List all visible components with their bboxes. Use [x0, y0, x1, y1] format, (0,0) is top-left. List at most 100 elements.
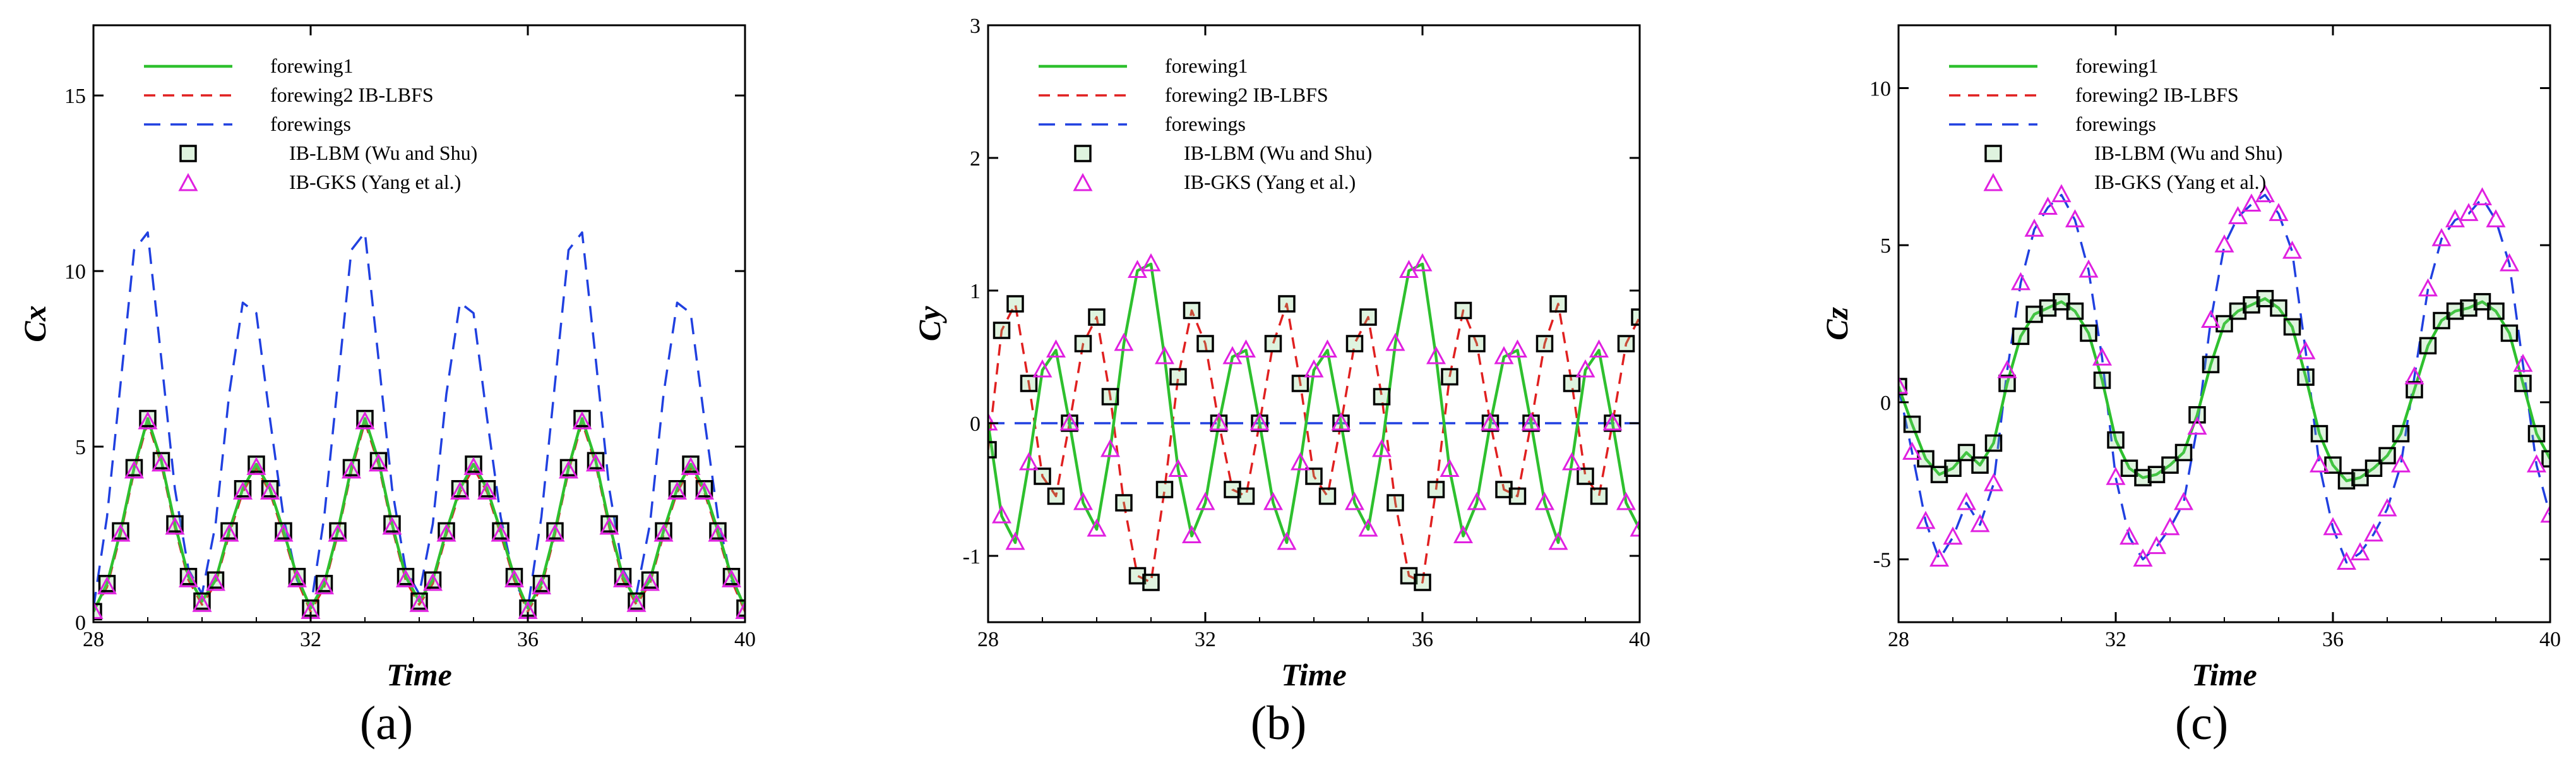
data-point-ib-gks: [1453, 525, 1474, 543]
data-point-ib-gks: [1344, 491, 1365, 510]
data-point-ib-lbm: [1984, 434, 2003, 452]
data-point-ib-gks: [531, 576, 552, 594]
data-point-ib-gks: [97, 576, 117, 594]
data-point-ib-lbm: [1944, 459, 1962, 478]
data-point-ib-lbm: [1115, 494, 1133, 512]
data-point-ib-gks: [165, 516, 185, 535]
data-point-ib-lbm: [2297, 368, 2315, 386]
data-point-ib-gks: [708, 523, 728, 542]
data-point-ib-gks: [1561, 452, 1582, 471]
data-point-ib-lbm: [1169, 368, 1187, 386]
data-point-ib-gks: [409, 594, 429, 612]
data-point-ib-lbm: [1305, 467, 1323, 485]
data-point-ib-gks: [138, 411, 158, 430]
data-point-ib-gks: [287, 569, 307, 587]
data-point-ib-gks: [1575, 359, 1595, 378]
data-point-ib-gks: [2404, 366, 2424, 385]
legend-marker-ib-gks: [1073, 172, 1093, 191]
data-point-ib-gks: [192, 594, 212, 612]
data-point-ib-gks: [2296, 341, 2316, 359]
data-point-ib-lbm: [2080, 324, 2097, 342]
data-point-ib-lbm: [2066, 302, 2084, 320]
data-point-ib-gks: [1127, 260, 1148, 278]
y-axis-title: Cy: [912, 306, 947, 341]
data-point-ib-gks: [667, 481, 688, 500]
data-point-ib-gks: [1222, 346, 1243, 364]
data-point-ib-gks: [124, 460, 145, 479]
data-point-ib-lbm: [2270, 299, 2287, 317]
data-point-ib-lbm: [1441, 368, 1458, 386]
legend-marker-ib-lbm: [179, 145, 197, 162]
data-point-ib-gks: [2309, 454, 2330, 472]
data-point-ib-lbm: [2093, 371, 2111, 389]
data-point-ib-lbm: [1508, 487, 1527, 505]
data-point-ib-gks: [1073, 491, 1094, 510]
data-point-ib-gks: [2499, 253, 2520, 272]
data-point-ib-lbm: [1427, 481, 1445, 498]
data-point-ib-lbm: [1020, 375, 1038, 392]
data-point-ib-gks: [341, 460, 362, 479]
data-point-ib-gks: [219, 523, 239, 542]
legend-label: forewing1: [270, 54, 354, 77]
data-point-ib-gks: [151, 453, 172, 472]
y-tick-label: 3: [970, 15, 981, 38]
legend-label: IB-LBM (Wu and Shu): [1184, 141, 1372, 164]
data-point-ib-lbm: [1998, 375, 2016, 392]
legend: forewing1 forewing2 IB-LBFS forewings IB-LB…: [1039, 54, 1372, 193]
data-point-ib-gks: [232, 481, 253, 500]
data-point-ib-gks: [1494, 346, 1514, 364]
legend-label: IB-LBM (Wu and Shu): [2094, 141, 2282, 164]
data-point-ib-lbm: [1414, 574, 1431, 591]
data-point-ib-gks: [1589, 339, 1609, 358]
data-point-ib-gks: [2078, 259, 2099, 278]
data-point-ib-gks: [2160, 517, 2180, 536]
y-tick-label: 10: [1869, 77, 1891, 100]
data-point-ib-lbm: [1237, 487, 1255, 505]
data-point-ib-gks: [2037, 196, 2058, 215]
data-point-ib-gks: [2200, 310, 2221, 328]
x-tick-label: 40: [2539, 628, 2561, 651]
x-tick-label: 28: [83, 628, 104, 651]
data-point-ib-gks: [991, 505, 1012, 524]
data-point-ib-lbm: [2473, 292, 2491, 311]
data-point-ib-gks: [1548, 531, 1568, 550]
data-point-ib-gks: [1317, 339, 1338, 358]
data-point-ib-gks: [653, 523, 674, 542]
data-point-ib-lbm: [2107, 431, 2125, 449]
panel-label: (c): [2175, 697, 2228, 750]
series-line-forewing1: [93, 417, 745, 613]
data-point-ib-lbm: [1617, 335, 1635, 352]
data-point-ib-lbm: [1034, 467, 1051, 485]
data-point-ib-gks: [1290, 452, 1311, 471]
data-point-ib-lbm: [1074, 335, 1092, 352]
data-point-ib-gks: [314, 576, 335, 594]
data-point-ib-gks: [2377, 498, 2397, 517]
legend-label: forewing2 IB-LBFS: [2075, 83, 2239, 106]
data-point-ib-gks: [1249, 412, 1270, 431]
data-point-ib-gks: [2431, 228, 2452, 246]
data-point-ib-gks: [1154, 346, 1175, 364]
data-point-ib-gks: [1956, 491, 1977, 510]
y-tick-label: 0: [1880, 392, 1891, 415]
data-point-ib-lbm: [2487, 302, 2505, 320]
data-point-ib-lbm: [1291, 375, 1309, 392]
data-point-ib-lbm: [1454, 301, 1472, 320]
data-point-ib-gks: [178, 569, 199, 587]
data-point-ib-gks: [1331, 412, 1351, 431]
legend-label: IB-LBM (Wu and Shu): [289, 141, 477, 164]
data-point-ib-gks: [2187, 416, 2207, 435]
data-point-ib-lbm: [1142, 574, 1160, 591]
data-point-ib-lbm: [1047, 487, 1065, 505]
data-point-ib-gks: [110, 523, 131, 542]
data-point-ib-lbm: [2012, 327, 2030, 346]
data-point-ib-gks: [2350, 542, 2370, 561]
data-point-ib-gks: [422, 572, 443, 591]
data-point-ib-gks: [1277, 531, 1297, 550]
data-point-ib-gks: [2227, 206, 2248, 224]
data-point-ib-lbm: [1468, 335, 1486, 352]
data-point-ib-lbm: [1535, 335, 1554, 352]
x-tick-label: 28: [977, 628, 999, 651]
data-point-ib-gks: [491, 523, 511, 542]
panel-label: (b): [1251, 697, 1307, 750]
data-point-ib-gks: [612, 569, 633, 587]
